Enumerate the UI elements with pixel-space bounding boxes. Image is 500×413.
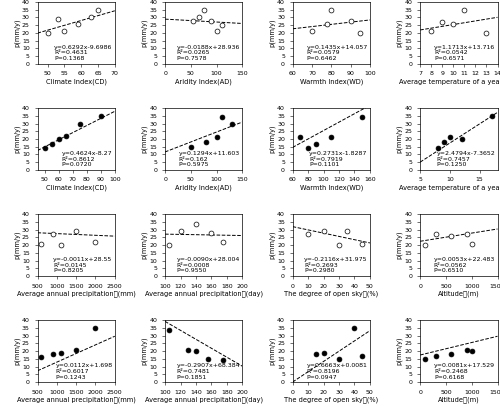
Text: y=0.1294x+11.603
R²=0.162
P=0.5975: y=0.1294x+11.603 R²=0.162 P=0.5975: [179, 151, 240, 167]
Text: y=-0.0090x+28.004
R²=0.0008
P=0.9550: y=-0.0090x+28.004 R²=0.0008 P=0.9550: [176, 257, 240, 273]
Y-axis label: p(mm/y): p(mm/y): [268, 125, 275, 153]
Text: y=0.0112x+1.698
R²=0.6017
P=0.1243: y=0.0112x+1.698 R²=0.6017 P=0.1243: [56, 363, 112, 380]
Y-axis label: p(mm/y): p(mm/y): [14, 19, 20, 47]
X-axis label: Aridity Index(AD): Aridity Index(AD): [176, 78, 232, 85]
X-axis label: Altitude　(m): Altitude (m): [438, 291, 480, 297]
X-axis label: Average annual precipitation　(day): Average annual precipitation (day): [144, 397, 263, 404]
X-axis label: Average annual precipitation　(mm): Average annual precipitation (mm): [16, 397, 136, 404]
Y-axis label: p(mm/y): p(mm/y): [396, 337, 402, 366]
Y-axis label: p(mm/y): p(mm/y): [141, 125, 148, 153]
Y-axis label: p(mm/y): p(mm/y): [268, 231, 275, 259]
X-axis label: Warmth Index(WD): Warmth Index(WD): [300, 185, 363, 191]
Text: y=0.0081x+17.529
R²=0.2468
P=0.6168: y=0.0081x+17.529 R²=0.2468 P=0.6168: [434, 363, 495, 380]
Text: y=0.6292x-9.6986
R²=0.4631
P=0.1368: y=0.6292x-9.6986 R²=0.4631 P=0.1368: [54, 45, 112, 61]
Text: y=-0.2116x+31.975
R²=0.2693
P=0.2980: y=-0.2116x+31.975 R²=0.2693 P=0.2980: [304, 257, 368, 273]
X-axis label: Climate Index(CD): Climate Index(CD): [46, 185, 106, 191]
Text: y=0.6663x+0.0081
R²=0.8196
P=0.0947: y=0.6663x+0.0081 R²=0.8196 P=0.0947: [306, 363, 368, 380]
Y-axis label: p(mm/y): p(mm/y): [141, 231, 148, 259]
Y-axis label: p(mm/y): p(mm/y): [141, 19, 148, 47]
X-axis label: Average annual precipitation　(day): Average annual precipitation (day): [144, 291, 263, 297]
X-axis label: Average temperature of a year (°C): Average temperature of a year (°C): [400, 185, 500, 192]
Text: y=-0.0188x+28.936
R²=0.0265
P=0.7578: y=-0.0188x+28.936 R²=0.0265 P=0.7578: [176, 45, 240, 61]
Text: y=1.1713x+13.716
R²=0.0542
P=0.6571: y=1.1713x+13.716 R²=0.0542 P=0.6571: [434, 45, 495, 61]
X-axis label: The degree of open sky　(%): The degree of open sky (%): [284, 397, 378, 404]
Text: y=0.4624x-8.27
R²=0.8612
P=0.0720: y=0.4624x-8.27 R²=0.8612 P=0.0720: [62, 151, 112, 167]
X-axis label: Average temperature of a year (°C): Average temperature of a year (°C): [400, 78, 500, 85]
Y-axis label: p(mm/y): p(mm/y): [396, 125, 402, 153]
X-axis label: Average annual precipitation　(mm): Average annual precipitation (mm): [16, 291, 136, 297]
X-axis label: Warmth Index(WD): Warmth Index(WD): [300, 78, 363, 85]
Text: y=2.4794x-7.3652
R²=0.7457
P=0.1250: y=2.4794x-7.3652 R²=0.7457 P=0.1250: [436, 151, 495, 167]
Text: y=0.0053x+22.483
R²=0.0562
P=0.6510: y=0.0053x+22.483 R²=0.0562 P=0.6510: [434, 257, 495, 273]
X-axis label: Aridity Index(AD): Aridity Index(AD): [176, 185, 232, 191]
Y-axis label: p(mm/y): p(mm/y): [141, 337, 148, 366]
Y-axis label: p(mm/y): p(mm/y): [268, 19, 275, 47]
Text: y=-0.2907x+68.384
R²=0.7481
P=0.1851: y=-0.2907x+68.384 R²=0.7481 P=0.1851: [176, 363, 240, 380]
Text: y=0.2731x-1.8287
R²=0.7919
P=0.1101: y=0.2731x-1.8287 R²=0.7919 P=0.1101: [309, 151, 368, 167]
X-axis label: Altitude　(m): Altitude (m): [438, 397, 480, 404]
Y-axis label: p(mm/y): p(mm/y): [14, 337, 20, 366]
X-axis label: The degree of open sky　(%): The degree of open sky (%): [284, 291, 378, 297]
Y-axis label: p(mm/y): p(mm/y): [14, 231, 20, 259]
Text: y=-0.0011x+28.55
R²=0.0145
P=0.8205: y=-0.0011x+28.55 R²=0.0145 P=0.8205: [53, 257, 112, 273]
Y-axis label: p(mm/y): p(mm/y): [268, 337, 275, 366]
Y-axis label: p(mm/y): p(mm/y): [396, 19, 402, 47]
Y-axis label: p(mm/y): p(mm/y): [396, 231, 402, 259]
Text: y=0.1435x+14.057
R²=0.0579
P=0.6462: y=0.1435x+14.057 R²=0.0579 P=0.6462: [306, 45, 368, 61]
Y-axis label: p(mm/y): p(mm/y): [14, 125, 20, 153]
X-axis label: Climate Index(CD): Climate Index(CD): [46, 78, 106, 85]
